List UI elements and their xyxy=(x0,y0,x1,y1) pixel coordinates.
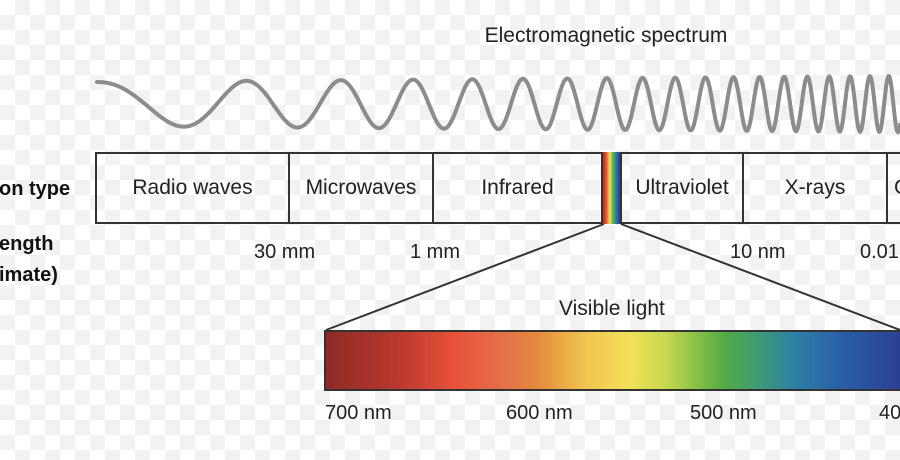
band-infrared: Infrared xyxy=(481,176,554,199)
wavelength-label: 30 mm xyxy=(254,241,316,263)
spectrum-band-box xyxy=(95,152,900,224)
visible-tick-label: 600 nm xyxy=(506,402,573,424)
diagram-title: Electromagnetic spectrum xyxy=(484,24,728,47)
wavelength-label: 10 nm xyxy=(730,241,786,263)
band-divider xyxy=(288,152,290,224)
band-divider xyxy=(886,152,888,224)
visible-connector-right xyxy=(620,223,900,331)
visible-spectrum-bar xyxy=(324,330,900,391)
wavelength-label: 0.01 xyxy=(860,241,899,263)
band-radio-waves: Radio waves xyxy=(132,176,253,199)
visible-tick-label: 40 xyxy=(879,402,900,424)
band-x-rays: X-rays xyxy=(784,176,846,199)
visible-tick-label: 700 nm xyxy=(325,402,392,424)
visible-strip xyxy=(601,152,622,224)
band-ultraviolet: Ultraviolet xyxy=(635,176,729,199)
band-divider xyxy=(742,152,744,224)
row-label-wavelength: ength xyxy=(0,233,54,255)
wavelength-label: 1 mm xyxy=(410,241,460,263)
wave-line xyxy=(95,74,900,135)
band-gamma-partial: G xyxy=(888,152,900,224)
visible-tick-label: 500 nm xyxy=(690,402,757,424)
row-label-approximate: imate) xyxy=(0,264,58,286)
band-microwaves: Microwaves xyxy=(305,176,417,199)
row-label-radiation-type: on type xyxy=(0,178,71,200)
band-divider xyxy=(432,152,434,224)
visible-light-label: Visible light xyxy=(559,297,665,320)
visible-connector-left xyxy=(325,223,605,331)
